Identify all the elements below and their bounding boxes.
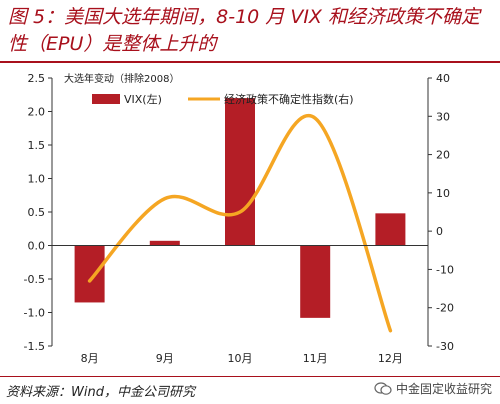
epu-point — [89, 280, 91, 282]
publisher-name: 中金固定收益研究 — [395, 382, 492, 396]
right-tick-label: 10 — [436, 187, 450, 200]
left-tick-label: -0.5 — [24, 273, 45, 286]
title-rule — [0, 61, 500, 63]
right-tick-label: 20 — [436, 149, 450, 162]
epu-line — [87, 113, 393, 333]
left-tick-label: 2.0 — [28, 106, 46, 119]
right-tick-label: 40 — [436, 72, 450, 85]
left-tick-label: 1.5 — [28, 139, 46, 152]
vix-bar — [375, 213, 406, 246]
vix-bar — [300, 245, 331, 318]
left-tick-label: 0.5 — [28, 206, 46, 219]
left-tick-label: 0.0 — [28, 240, 46, 253]
left-tick-label: 1.0 — [28, 173, 46, 186]
chart-note: 大选年变动（排除2008） — [64, 72, 179, 85]
publisher-logo: 中金固定收益研究 — [374, 380, 492, 397]
vix-bar — [149, 240, 180, 246]
legend: VIX(左) 经济政策不确定性指数(右) — [92, 92, 354, 106]
category-label: 8月 — [81, 352, 99, 365]
left-tick-label: -1.5 — [24, 340, 45, 353]
right-tick-label: 0 — [436, 225, 443, 238]
epu-point — [164, 198, 166, 200]
figure-title: 图 5：美国大选年期间，8-10 月 VIX 和经济政策不确定性（EPU）是整体… — [8, 6, 480, 55]
epu-point — [239, 211, 241, 213]
line-layer — [87, 113, 393, 333]
axes-layer: -1.5 -1.0 -0.5 0.0 0.5 1.0 1.5 2.0 2.5 -30 -20 -10 0… — [24, 72, 454, 365]
right-tick-label: -10 — [436, 263, 454, 276]
legend-epu-label: 经济政策不确定性指数(右) — [224, 92, 354, 106]
right-tick-label: 30 — [436, 110, 450, 123]
vix-bar — [74, 245, 105, 303]
epu-point — [389, 330, 391, 332]
category-label: 10月 — [228, 352, 253, 365]
right-tick-label: -30 — [436, 340, 454, 353]
source-note: 资料来源：Wind，中金公司研究 — [6, 385, 195, 400]
category-label: 11月 — [303, 352, 328, 365]
vix-bar — [225, 98, 255, 246]
legend-vix-label: VIX(左) — [124, 93, 162, 106]
category-label: 12月 — [378, 352, 403, 365]
bars-layer — [74, 98, 406, 318]
left-tick-label: 2.5 — [28, 72, 46, 85]
category-label: 9月 — [156, 352, 174, 365]
epu-point — [314, 117, 316, 119]
chat-bubble-icon — [374, 381, 392, 395]
legend-vix-swatch — [92, 94, 120, 104]
right-tick-label: -20 — [436, 302, 454, 315]
left-tick-label: -1.0 — [24, 307, 45, 320]
footer-rule — [0, 376, 500, 377]
